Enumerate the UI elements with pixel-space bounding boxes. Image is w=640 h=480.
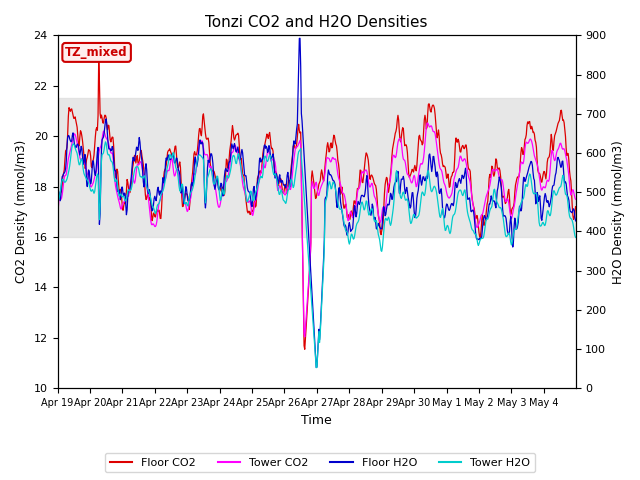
Line: Floor H2O: Floor H2O <box>58 38 575 367</box>
Line: Tower H2O: Tower H2O <box>58 142 575 368</box>
Text: TZ_mixed: TZ_mixed <box>65 46 128 59</box>
Line: Floor CO2: Floor CO2 <box>58 57 575 349</box>
X-axis label: Time: Time <box>301 414 332 427</box>
Y-axis label: CO2 Density (mmol/m3): CO2 Density (mmol/m3) <box>15 140 28 284</box>
Y-axis label: H2O Density (mmol/m3): H2O Density (mmol/m3) <box>612 140 625 284</box>
Line: Tower CO2: Tower CO2 <box>58 123 575 337</box>
Title: Tonzi CO2 and H2O Densities: Tonzi CO2 and H2O Densities <box>205 15 428 30</box>
Legend: Floor CO2, Tower CO2, Floor H2O, Tower H2O: Floor CO2, Tower CO2, Floor H2O, Tower H… <box>105 453 535 472</box>
Bar <box>58 98 575 237</box>
